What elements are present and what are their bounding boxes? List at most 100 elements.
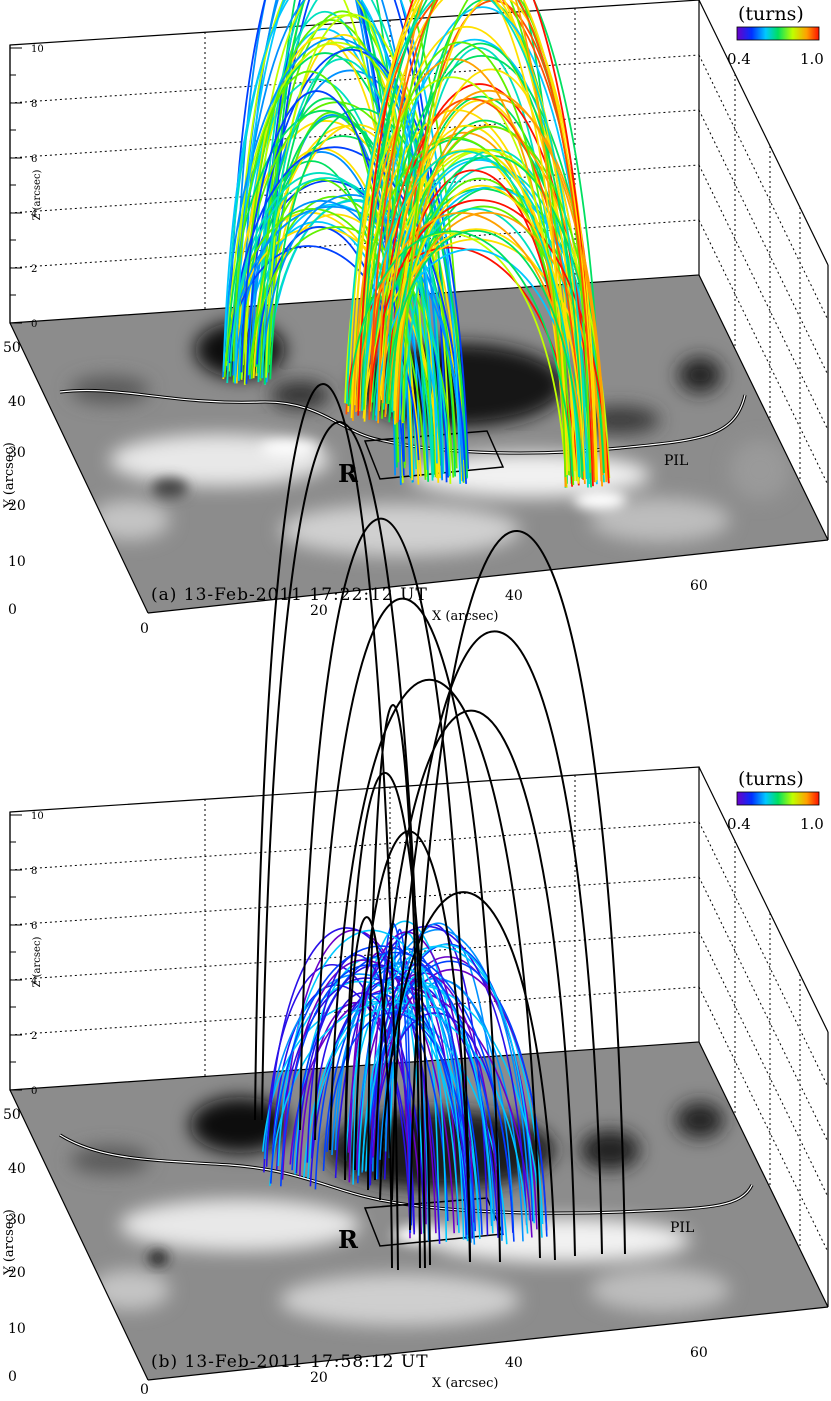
field-line [261,421,426,1269]
colorbar-max: 1.0 [800,815,824,833]
y-tick-40: 40 [8,394,26,410]
box-frame [9,0,829,614]
z-tick-2: 2 [31,264,37,275]
y-axis: 0 10 20 30 40 50 Y (arcsec) [2,340,26,618]
x-tick-60: 60 [690,578,708,594]
field-line [306,954,416,1233]
z-tick-10: 10 [31,44,44,55]
z-tick-4: 4 [31,976,37,987]
z-axis-title: Z (arcsec) [32,169,43,220]
x-tick-0: 0 [140,621,149,637]
field-line [280,964,468,1235]
field-line [344,916,393,1269]
z-tick-0: 0 [31,319,37,330]
field-line [381,89,608,483]
field-line [350,0,597,483]
field-line [348,920,469,1242]
x-tick-60: 60 [690,1345,708,1361]
y-tick-0: 0 [8,1369,17,1385]
colorbar-min: 0.4 [727,50,751,68]
field-line [369,148,611,479]
field-line [347,931,475,1223]
y-axis-title: Y (arcsec) [2,442,17,509]
field-lines-a [222,0,611,488]
field-line [269,107,469,478]
y-tick-30: 30 [8,1212,26,1228]
x-tick-40: 40 [505,588,523,604]
field-line [245,48,469,469]
field-line [347,230,574,477]
field-line [374,709,576,1257]
field-line [265,13,452,484]
field-line [346,0,589,488]
panel-a: 0 2 4 6 8 10 Z (arcsec) 0 10 20 30 40 50… [2,0,829,637]
field-line [361,26,583,478]
colorbar-max: 1.0 [800,50,824,68]
field-line [234,199,429,470]
colorbar-a: (turns) 0.4 1.0 [727,3,824,68]
field-line [409,530,626,1255]
y-axis: 0 10 20 30 40 50 Y (arcsec) [2,1107,26,1385]
colorbar-title: (turns) [738,768,804,790]
z-tick-2: 2 [31,1031,37,1042]
z-axis: 0 2 4 6 8 10 Z (arcsec) [9,811,44,1097]
field-line [260,194,464,482]
z-tick-4: 4 [31,209,37,220]
colorbar-title: (turns) [738,3,804,25]
y-tick-20: 20 [8,1265,26,1281]
field-line [314,597,501,1263]
field-line [357,968,465,1240]
y-tick-10: 10 [8,554,26,570]
y-tick-10: 10 [8,1321,26,1337]
y-tick-0: 0 [8,602,17,618]
pil-label: PIL [670,1220,694,1236]
field-line [386,42,585,472]
z-tick-6: 6 [31,154,37,165]
colorbar-gradient [736,791,820,806]
region-r-label: R [338,1225,359,1254]
field-line [226,172,434,481]
x-tick-40: 40 [505,1355,523,1371]
field-line [254,383,399,1271]
field-line [381,0,570,476]
x-tick-20: 20 [310,1370,328,1386]
field-line [270,945,504,1236]
y-tick-50: 50 [3,1107,21,1123]
field-line [229,177,451,477]
x-axis-title: X (arcsec) [432,1376,498,1391]
field-line [391,630,603,1255]
field-line [368,0,595,483]
field-line [367,704,421,1269]
z-tick-10: 10 [31,811,44,822]
x-tick-0: 0 [140,1382,149,1397]
colorbar-min: 0.4 [727,815,751,833]
field-line [240,90,405,462]
field-line [357,0,596,471]
z-tick-0: 0 [31,1086,37,1097]
field-line [361,981,494,1234]
field-line [385,230,584,479]
y-tick-50: 50 [3,340,21,356]
x-axis: 0 20 40 60 X (arcsec) [140,1345,708,1398]
z-tick-8: 8 [31,866,37,877]
pil-label: PIL [664,453,688,469]
y-tick-20: 20 [8,498,26,514]
x-axis-title: X (arcsec) [432,609,498,624]
field-line [378,124,567,486]
field-line [377,0,567,488]
field-line [334,925,528,1226]
z-axis: 0 2 4 6 8 10 Z (arcsec) [9,44,44,330]
field-line [395,98,608,472]
panel-b-timestamp: (b) 13-Feb-2011 17:58:12 UT [151,1352,429,1372]
z-tick-6: 6 [31,921,37,932]
field-line [299,517,471,1263]
panel-b: 0 2 4 6 8 10 Z (arcsec) 0 10 20 30 40 50… [2,383,829,1398]
field-line [379,891,556,1261]
field-line [291,951,515,1242]
y-axis-title: Y (arcsec) [2,1209,17,1276]
field-line [311,992,426,1231]
field-line [329,678,541,1259]
field-line [361,150,580,478]
